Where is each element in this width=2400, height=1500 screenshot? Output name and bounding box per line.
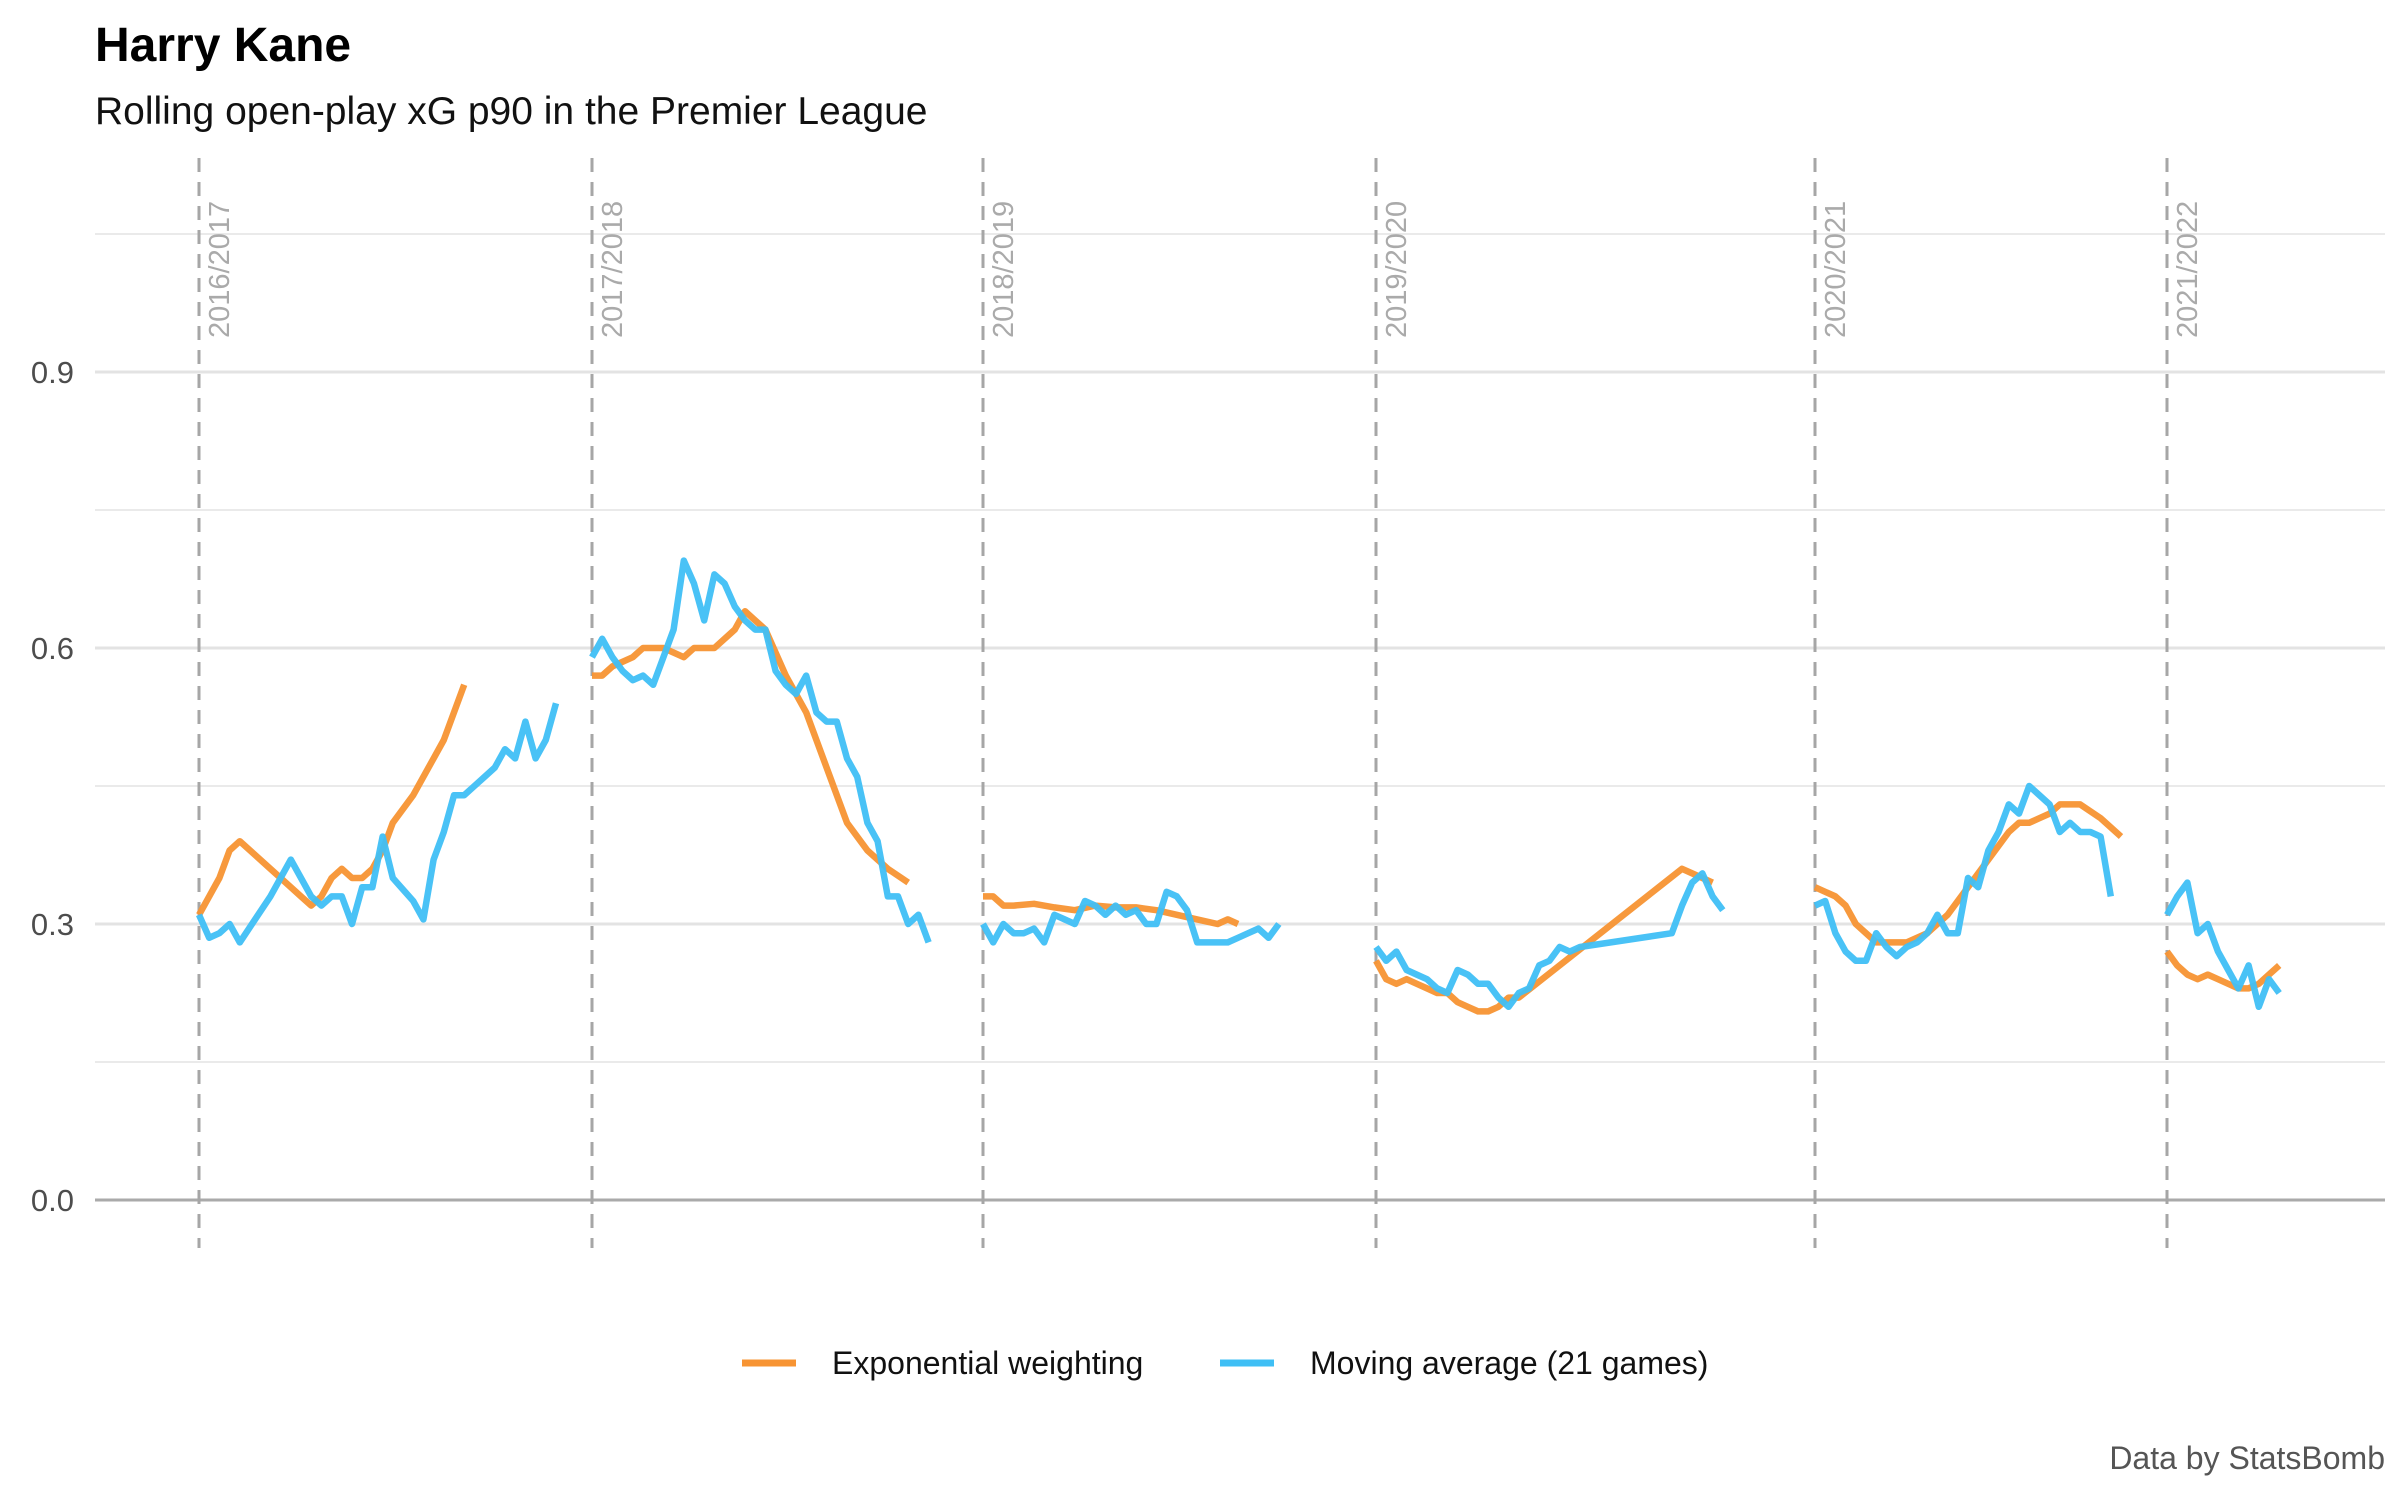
y-tick-labels: 0.0 0.3 0.6 0.9 <box>31 355 74 1218</box>
legend: Exponential weighting Moving average (21 … <box>742 1345 1708 1381</box>
y-tick-label: 0.6 <box>31 631 74 666</box>
legend-label: Moving average (21 games) <box>1310 1345 1708 1381</box>
legend-label: Exponential weighting <box>832 1345 1143 1381</box>
exponential-line-segment <box>983 893 1240 928</box>
moving-average-line-segment <box>589 557 932 944</box>
season-label: 2016/2017 <box>204 201 236 338</box>
season-label: 2019/2020 <box>1381 201 1413 338</box>
y-tick-label: 0.0 <box>31 1183 74 1218</box>
moving-average-line-segment <box>1373 870 1726 1011</box>
moving-average-line-segment <box>1813 782 2115 965</box>
chart-title: Harry Kane <box>95 19 352 72</box>
exponential-line-segment <box>1373 865 1714 1015</box>
moving-average-line-segment <box>196 702 560 946</box>
grid-layer <box>95 233 2385 1202</box>
exponential-line-segment <box>2164 949 2282 992</box>
y-tick-label: 0.9 <box>31 355 74 390</box>
y-tick-label: 0.3 <box>31 907 74 942</box>
season-layer: 2016/2017 2017/2018 2018/2019 2019/2020 2020… <box>197 158 2204 1248</box>
season-label: 2017/2018 <box>597 201 629 338</box>
season-label: 2020/2021 <box>1820 201 1852 338</box>
exponential-line-segment <box>592 607 911 886</box>
moving-average-line-segment <box>980 888 1282 946</box>
chart-subtitle: Rolling open-play xG p90 in the Premier … <box>95 90 928 133</box>
series-layer <box>196 557 2282 1015</box>
season-label: 2021/2022 <box>2172 201 2204 338</box>
season-label: 2018/2019 <box>988 201 1020 338</box>
chart-caption: Data by StatsBomb <box>2109 1440 2385 1476</box>
moving-average-line-segment <box>2164 879 2282 1011</box>
exponential-line-segment <box>196 683 468 917</box>
